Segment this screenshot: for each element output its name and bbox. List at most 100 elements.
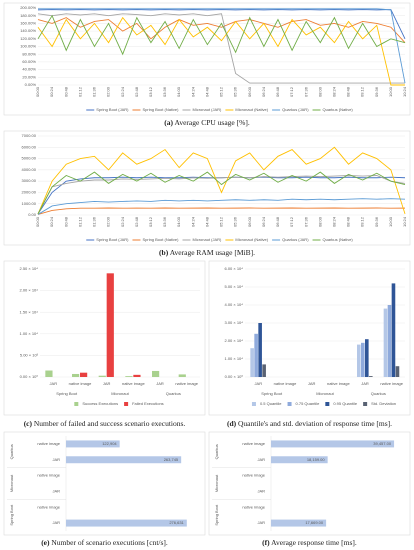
x-tick-label: 05:36 (233, 86, 238, 97)
y-tick-label: native image (242, 473, 265, 478)
bar (106, 273, 114, 377)
y-tick-label: 0.00 (28, 212, 37, 217)
y-tick-label: 0.00 × 10⁰ (20, 374, 39, 379)
x-tick-label: 02:48 (134, 216, 139, 227)
x-tick-label: 09:36 (374, 86, 379, 97)
x-tick-label: JAR (103, 381, 111, 386)
x-tick-label: 00:24 (49, 86, 54, 97)
x-tick-label: 04:00 (176, 86, 181, 97)
group-label: Spring Boot (214, 504, 219, 526)
y-tick-label: 160.00% (20, 20, 36, 25)
y-tick-label: 4000.00 (22, 167, 37, 172)
legend-label: 0.95 Quantile (333, 401, 358, 406)
legend: Success Executions Failed Executions (74, 401, 164, 406)
x-tick-label: 02:00 (106, 86, 111, 97)
legend: 0.5 Quantile 0.75 Quantile 0.95 Quantile St… (251, 401, 396, 406)
y-tick-label: 1000.00 (22, 201, 37, 206)
x-tick-label: 03:36 (162, 86, 167, 97)
x-tick-label: 00:48 (63, 216, 68, 227)
bar (133, 374, 141, 377)
legend-label: Quarkus (Native) (323, 107, 354, 112)
x-tick-label: 04:24 (190, 216, 195, 227)
group-label: Micronaut (111, 391, 129, 396)
x-tick-label: 07:12 (289, 216, 294, 227)
caption-label: (b) (159, 248, 169, 257)
x-tick-label: 02:00 (106, 216, 111, 227)
panel-border (208, 260, 411, 416)
y-tick-label: native image (37, 441, 60, 446)
x-tick-label: 04:48 (204, 216, 209, 227)
y-tick-label: 0.00 × 10⁰ (225, 374, 244, 379)
bar (365, 339, 369, 377)
caption: (c) Number of failed and success scenari… (24, 419, 186, 428)
group-label: Spring Boot (9, 504, 14, 526)
legend-label: Quarkus (JAR) (282, 237, 309, 242)
x-tick-label: 09:12 (360, 216, 365, 227)
x-tick-label: 05:12 (219, 86, 224, 97)
caption-text: Quantile's and std. deviation of respons… (238, 419, 392, 428)
bar (357, 344, 361, 377)
series-line (37, 198, 406, 215)
x-tick-label: JAR (156, 381, 164, 386)
y-tick-label: 2.00 × 10⁴ (224, 338, 243, 343)
x-tick-label: 06:48 (275, 216, 280, 227)
series-line (37, 207, 406, 215)
caption: (d) Quantile's and std. deviation of res… (227, 419, 392, 428)
legend-label: Spring Boot (Native) (142, 107, 179, 112)
y-tick-label: 180.00% (20, 13, 36, 18)
data-label: 39,457.00 (373, 441, 392, 446)
y-tick-label: 140.00% (20, 28, 36, 33)
legend-swatch (251, 402, 256, 406)
y-tick-label: 200.00% (20, 5, 36, 10)
caption: (f) Average response time [ms]. (262, 538, 357, 547)
bar (361, 342, 365, 377)
legend-label: Quarkus (Native) (323, 237, 354, 242)
legend: Spring Boot (JAR) Spring Boot (Native) Mic… (86, 237, 353, 242)
x-tick-label: 01:12 (77, 86, 82, 97)
data-label: 263,745 (164, 457, 179, 462)
bar (66, 440, 120, 448)
x-tick-label: 05:36 (233, 216, 238, 227)
data-label: 18,159.00 (307, 457, 326, 462)
y-tick-label: JAR (257, 520, 265, 525)
x-tick-label: 07:12 (289, 86, 294, 97)
x-tick-label: 10:24 (402, 216, 407, 227)
x-tick-label: native image (274, 381, 297, 386)
x-tick-label: native image (69, 381, 92, 386)
x-tick-label: 09:12 (360, 86, 365, 97)
y-tick-label: 100.00% (20, 44, 36, 49)
x-tick-label: 06:00 (247, 216, 252, 227)
x-tick-label: native image (327, 381, 350, 386)
bar (72, 373, 80, 377)
legend-label: Quarkus (JAR) (282, 107, 309, 112)
x-tick-label: 02:48 (134, 86, 139, 97)
series-line (37, 171, 406, 215)
x-tick-label: 01:12 (77, 216, 82, 227)
group-label: Spring Boot (261, 391, 283, 396)
y-tick-label: 80.00% (22, 51, 36, 56)
x-tick-label: 10:00 (388, 216, 393, 227)
group-label: Micronaut (214, 474, 219, 492)
group-label: Micronaut (9, 474, 14, 492)
y-tick-label: JAR (257, 457, 265, 462)
data-label: 276,631 (169, 520, 184, 525)
x-tick-label: 02:24 (120, 216, 125, 227)
y-tick-label: 5000.00 (22, 156, 37, 161)
y-tick-label: native image (242, 441, 265, 446)
legend-label: 0.75 Quantile (296, 401, 321, 406)
group-label: Quarkus (371, 391, 386, 396)
y-tick-label: 2.00 × 10⁴ (19, 288, 38, 293)
caption: (e) Number of scenario executions [cnt/s… (41, 538, 168, 547)
x-tick-label: 08:24 (331, 216, 336, 227)
y-tick-label: 20.00% (22, 74, 36, 79)
y-tick-label: JAR (52, 520, 60, 525)
series-line (37, 13, 405, 84)
caption-text: Average response time [ms]. (271, 538, 357, 547)
group-label: Micronaut (316, 391, 334, 396)
series-line (37, 146, 406, 215)
y-tick-label: JAR (52, 457, 60, 462)
bar (391, 283, 396, 377)
caption-text: Number of failed and success scenario ex… (34, 419, 186, 428)
x-tick-label: 09:36 (374, 216, 379, 227)
x-tick-label: 03:12 (148, 86, 153, 97)
